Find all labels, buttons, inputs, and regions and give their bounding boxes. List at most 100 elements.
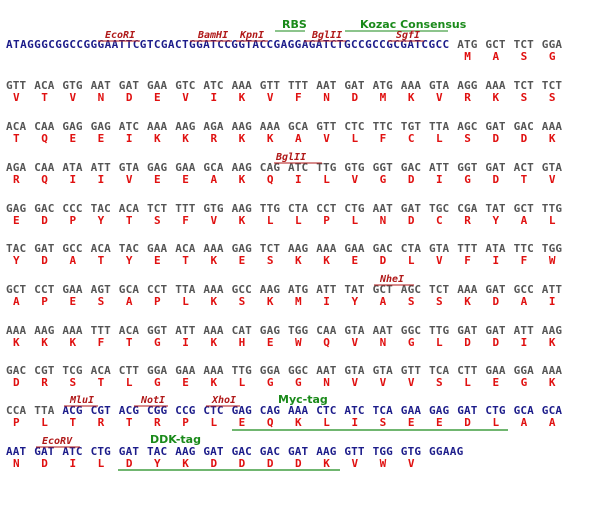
codon: GTA: [119, 161, 140, 174]
codon: ACA: [34, 79, 55, 92]
codon: ATA: [485, 242, 506, 255]
amino-acid: K: [267, 132, 274, 145]
codon: CGA: [457, 202, 478, 215]
amino-acid: T: [69, 416, 76, 429]
amino-acid: E: [267, 336, 274, 349]
amino-acid: I: [549, 295, 556, 308]
codon: AGC: [401, 283, 421, 296]
codon: GAG: [91, 120, 112, 133]
amino-acid: S: [267, 254, 274, 267]
codon: CAA: [34, 161, 55, 174]
amino-acid: L: [126, 376, 133, 389]
codon: GAG: [6, 202, 27, 215]
amino-acid: E: [69, 132, 76, 145]
amino-acid: L: [492, 416, 499, 429]
amino-acid: K: [464, 295, 471, 308]
codon: AAA: [62, 324, 83, 337]
amino-acid: K: [182, 132, 189, 145]
amino-acid: M: [380, 91, 387, 104]
codon: AAG: [316, 445, 337, 458]
amino-acid: I: [521, 336, 528, 349]
codon: CCG: [175, 404, 196, 417]
amino-acid: K: [41, 336, 48, 349]
codon: GAT: [485, 324, 506, 337]
amino-acid: V: [408, 457, 415, 470]
amino-acid: Q: [41, 132, 48, 145]
amino-acid: E: [154, 91, 161, 104]
amino-acid: Y: [492, 214, 499, 227]
enzyme-site: MluI: [69, 395, 94, 406]
codon: AAT: [91, 79, 112, 92]
codon: CTG: [344, 202, 365, 215]
amino-acid: D: [126, 457, 133, 470]
codon: AGT: [91, 283, 112, 296]
codon: AAG: [175, 445, 196, 458]
codon: GCT: [485, 38, 506, 51]
codon: AAA: [542, 120, 563, 133]
codon: GTT: [6, 79, 27, 92]
codon: CTC: [316, 404, 336, 417]
amino-acid: Y: [351, 295, 358, 308]
codon: AAG: [175, 120, 196, 133]
amino-acid: V: [210, 214, 217, 227]
amino-acid: K: [239, 214, 246, 227]
codon: CTC: [203, 404, 223, 417]
amino-acid: T: [98, 376, 105, 389]
codon: ACT: [514, 161, 535, 174]
amino-acid: K: [210, 336, 217, 349]
codon: AAG: [288, 242, 309, 255]
amino-acid: D: [41, 214, 48, 227]
codon: TGT: [401, 120, 422, 133]
amino-acid: W: [549, 254, 556, 267]
amino-acid: D: [408, 214, 415, 227]
enzyme-site: BamHI: [197, 30, 228, 41]
amino-acid: A: [521, 214, 528, 227]
amino-acid: K: [408, 91, 415, 104]
amino-acid: A: [492, 50, 499, 63]
codon: GAT: [485, 120, 506, 133]
codon: GAG: [232, 242, 253, 255]
amino-acid: E: [13, 214, 20, 227]
codon: GAA: [147, 242, 168, 255]
amino-acid: V: [436, 254, 443, 267]
amino-acid: I: [69, 173, 76, 186]
amino-acid: R: [154, 416, 161, 429]
codon: GGT: [373, 161, 394, 174]
codon: AGA: [203, 120, 224, 133]
amino-acid: V: [351, 376, 358, 389]
codon: TAT: [485, 202, 506, 215]
amino-acid: L: [239, 376, 246, 389]
codon: GAT: [119, 79, 140, 92]
enzyme-site: BglII: [275, 152, 306, 163]
codon: ACA: [119, 324, 140, 337]
codon: TAC: [6, 242, 26, 255]
codon: AAT: [6, 445, 27, 458]
amino-acid: K: [239, 91, 246, 104]
amino-acid: G: [521, 376, 528, 389]
amino-acid: I: [436, 173, 443, 186]
amino-acid: E: [154, 173, 161, 186]
amino-acid: T: [126, 336, 133, 349]
amino-acid: K: [239, 173, 246, 186]
amino-acid: H: [239, 336, 246, 349]
codon: AAA: [401, 79, 422, 92]
amino-acid: P: [13, 416, 20, 429]
codon: CAT: [232, 324, 253, 337]
amino-acid: S: [549, 91, 556, 104]
codon: GTA: [344, 364, 365, 377]
amino-acid: L: [323, 416, 330, 429]
amino-acid: E: [492, 376, 499, 389]
enzyme-site: NheI: [379, 274, 404, 285]
codon: GCA: [119, 283, 140, 296]
codon: GAT: [344, 79, 365, 92]
codon: GAG: [232, 404, 253, 417]
feature-label: Kozac Consensus: [360, 18, 467, 31]
codon: ATC: [344, 404, 364, 417]
amino-acid: S: [69, 376, 76, 389]
codon: AGA: [6, 161, 27, 174]
amino-acid: K: [69, 336, 76, 349]
amino-acid: V: [351, 457, 358, 470]
codon: GAC: [373, 242, 393, 255]
codon: GCA: [514, 404, 535, 417]
